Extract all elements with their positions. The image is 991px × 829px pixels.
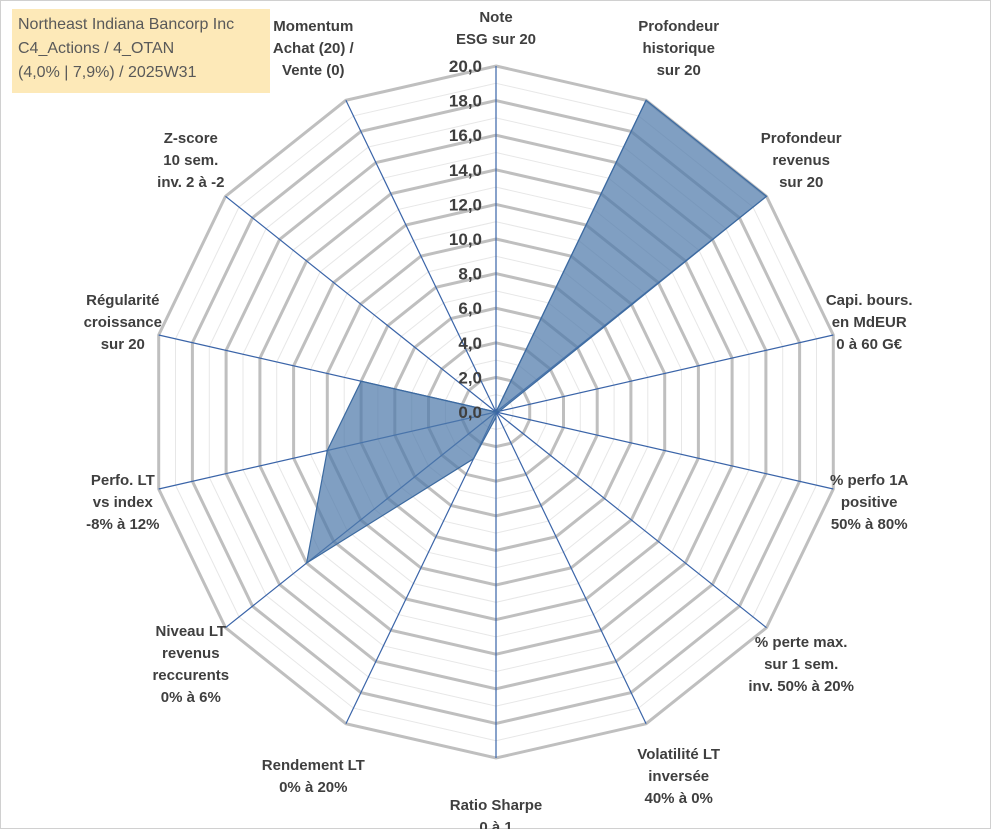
axis-label-line: sur 20	[657, 62, 701, 79]
axis-label-line: revenus	[772, 152, 830, 169]
axis-label-line: historique	[642, 40, 715, 57]
tick-label: 10,0	[449, 230, 482, 249]
axis-label: Capi. bours. en MdEUR 0 à 60 G€	[826, 292, 913, 353]
radar-series	[305, 99, 768, 565]
chart-title-box: Northeast Indiana Bancorp Inc C4_Actions…	[12, 9, 270, 93]
axis-label-line: croissance	[84, 314, 162, 331]
series-area	[305, 99, 768, 565]
axis-label: Profondeur revenus sur 20	[761, 130, 842, 191]
axis-label-line: inv. 2 à -2	[157, 174, 224, 191]
tick-label: 8,0	[458, 265, 482, 284]
axis-label-line: 0% à 6%	[161, 689, 221, 706]
axis-label-line: revenus	[162, 645, 220, 662]
radar-spoke	[495, 411, 767, 629]
tick-label: 0,0	[458, 403, 482, 422]
radar-axis-labels: Note ESG sur 20 Profondeur historique sur 20…	[84, 9, 913, 829]
axis-label-line: 0 à 1	[479, 819, 512, 829]
axis-label-line: Profondeur	[638, 18, 719, 35]
axis-label-line: vs index	[93, 494, 154, 511]
axis-label-line: positive	[841, 494, 898, 511]
axis-label-line: -8% à 12%	[86, 516, 159, 533]
axis-label-line: Achat (20) /	[273, 40, 355, 57]
axis-label-line: Régularité	[86, 292, 159, 309]
radar-spoke	[345, 100, 497, 413]
axis-label: Perfo. LT vs index -8% à 12%	[86, 472, 159, 533]
axis-label-line: en MdEUR	[832, 314, 907, 331]
axis-label: Ratio Sharpe 0 à 1	[450, 797, 543, 829]
axis-label-line: Vente (0)	[282, 62, 345, 79]
axis-label-line: Rendement LT	[262, 757, 365, 774]
axis-label: Z-score 10 sem. inv. 2 à -2	[157, 130, 224, 191]
axis-label-line: inversée	[648, 768, 709, 785]
tick-label: 16,0	[449, 126, 482, 145]
axis-label: % perte max. sur 1 sem. inv. 50% à 20%	[748, 634, 854, 695]
axis-label-line: 0 à 60 G€	[836, 336, 903, 353]
axis-label: % perfo 1A positive 50% à 80%	[830, 472, 909, 533]
axis-label-line: sur 1 sem.	[764, 656, 838, 673]
axis-label: Régularité croissance sur 20	[84, 292, 162, 353]
axis-label-line: sur 20	[779, 174, 823, 191]
radar-tick-labels: 0,0 2,0 4,0 6,0 8,0 10,0 12,0 14,0 16,0 18,0 20,0	[449, 57, 482, 422]
axis-label: Volatilité LT inversée 40% à 0%	[637, 746, 720, 807]
axis-label-line: % perte max.	[755, 634, 848, 651]
axis-label-line: 40% à 0%	[645, 790, 713, 807]
axis-label: Profondeur historique sur 20	[638, 18, 719, 79]
tick-label: 4,0	[458, 334, 482, 353]
axis-label-line: Profondeur	[761, 130, 842, 147]
tick-label: 20,0	[449, 57, 482, 76]
radar-spoke	[495, 411, 834, 490]
radar-spoke	[345, 411, 497, 724]
axis-label: Note ESG sur 20	[456, 9, 536, 48]
axis-label-line: Capi. bours.	[826, 292, 913, 309]
tick-label: 12,0	[449, 195, 482, 214]
axis-label-line: 10 sem.	[163, 152, 218, 169]
tick-label: 14,0	[449, 161, 482, 180]
axis-label-line: 0% à 20%	[279, 779, 347, 796]
axis-label-line: 50% à 80%	[831, 516, 908, 533]
radar-spoke	[495, 334, 834, 413]
axis-label-line: Momentum	[273, 18, 353, 35]
axis-label: Momentum Achat (20) / Vente (0)	[273, 18, 355, 79]
title-performance: (4,0% | 7,9%) / 2025W31	[18, 64, 197, 81]
axis-label-line: Z-score	[164, 130, 218, 147]
axis-label-line: % perfo 1A	[830, 472, 909, 489]
axis-label-line: Perfo. LT	[91, 472, 155, 489]
tick-label: 2,0	[458, 368, 482, 387]
tick-label: 6,0	[458, 299, 482, 318]
axis-label-line: inv. 50% à 20%	[748, 678, 854, 695]
axis-label-line: Niveau LT	[156, 623, 227, 640]
axis-label-line: sur 20	[101, 336, 145, 353]
title-company: Northeast Indiana Bancorp Inc	[18, 16, 235, 33]
axis-label-line: reccurents	[152, 667, 229, 684]
tick-label: 18,0	[449, 92, 482, 111]
axis-label: Niveau LT revenus reccurents 0% à 6%	[152, 623, 229, 706]
title-category: C4_Actions / 4_OTAN	[18, 40, 175, 57]
axis-label-line: Volatilité LT	[637, 746, 720, 763]
axis-label-line: Ratio Sharpe	[450, 797, 543, 814]
axis-label-line: Note	[479, 9, 512, 26]
radar-spoke	[225, 195, 497, 413]
radar-spoke	[495, 411, 647, 724]
axis-label-line: ESG sur 20	[456, 31, 536, 48]
axis-label: Rendement LT 0% à 20%	[262, 757, 365, 796]
